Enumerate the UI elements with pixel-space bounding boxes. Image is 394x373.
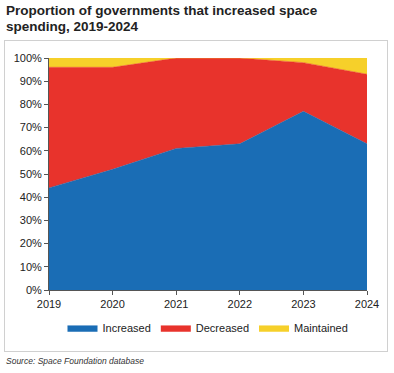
svg-text:2019: 2019: [37, 298, 61, 310]
svg-text:50%: 50%: [20, 168, 42, 180]
svg-text:Maintained: Maintained: [294, 322, 348, 334]
svg-text:20%: 20%: [20, 237, 42, 249]
html-text:Proportion of governments that: Proportion of governments that increased…: [6, 3, 318, 34]
svg-text:2024: 2024: [355, 298, 379, 310]
svg-text:60%: 60%: [20, 145, 42, 157]
svg-text:2023: 2023: [291, 298, 315, 310]
svg-text:100%: 100%: [14, 52, 42, 64]
svg-text:Decreased: Decreased: [196, 322, 249, 334]
svg-text:0%: 0%: [26, 284, 42, 296]
svg-text:90%: 90%: [20, 75, 42, 87]
svg-text:Increased: Increased: [103, 322, 151, 334]
svg-text:2020: 2020: [100, 298, 124, 310]
svg-text:30%: 30%: [20, 214, 42, 226]
svg-text:40%: 40%: [20, 191, 42, 203]
svg-text:80%: 80%: [20, 98, 42, 110]
svg-text:70%: 70%: [20, 121, 42, 133]
html-text:Source: Space Foundation datab: Source: Space Foundation database: [6, 356, 144, 366]
svg-text:2021: 2021: [164, 298, 188, 310]
svg-text:10%: 10%: [20, 261, 42, 273]
svg-text:2022: 2022: [228, 298, 252, 310]
